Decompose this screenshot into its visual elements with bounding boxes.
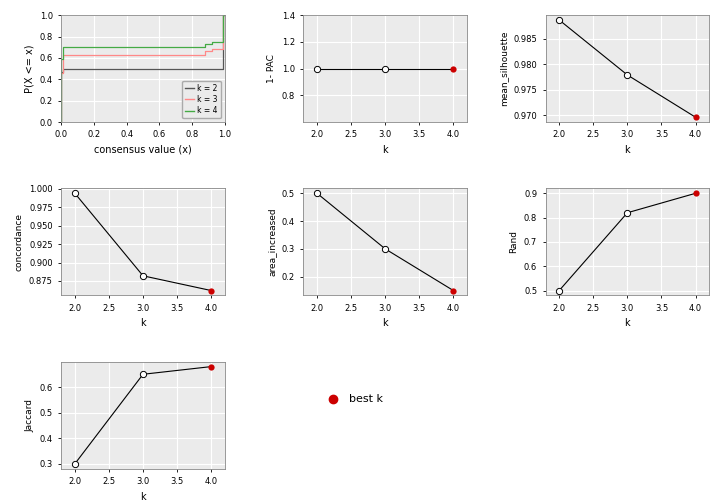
- X-axis label: k: k: [382, 145, 388, 155]
- Legend: k = 2, k = 3, k = 4: k = 2, k = 3, k = 4: [182, 81, 221, 118]
- X-axis label: consensus value (x): consensus value (x): [94, 145, 192, 155]
- Y-axis label: Rand: Rand: [510, 230, 518, 254]
- X-axis label: k: k: [382, 319, 388, 328]
- Y-axis label: area_increased: area_increased: [267, 208, 276, 276]
- Y-axis label: 1- PAC: 1- PAC: [267, 54, 276, 83]
- Y-axis label: mean_silhouette: mean_silhouette: [499, 31, 508, 106]
- Y-axis label: Jaccard: Jaccard: [25, 399, 34, 432]
- Y-axis label: concordance: concordance: [14, 213, 24, 271]
- X-axis label: k: k: [140, 319, 146, 328]
- Y-axis label: P(X <= x): P(X <= x): [24, 44, 34, 93]
- X-axis label: k: k: [140, 491, 146, 501]
- X-axis label: k: k: [624, 145, 630, 155]
- X-axis label: k: k: [624, 319, 630, 328]
- Text: best k: best k: [349, 394, 383, 404]
